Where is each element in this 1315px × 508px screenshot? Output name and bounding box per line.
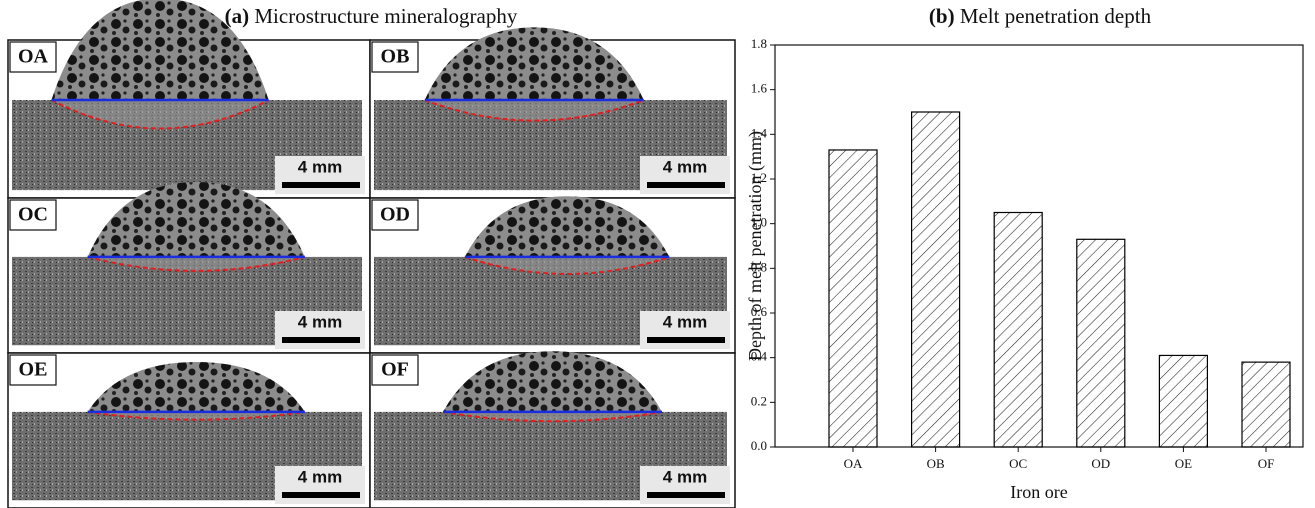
x-tick-label: OD — [1091, 456, 1110, 471]
scale-text: 4 mm — [663, 157, 707, 176]
bar — [993, 211, 1043, 448]
penetration-boundary — [464, 255, 670, 275]
scale-text: 4 mm — [298, 157, 342, 176]
melt-dome — [87, 182, 305, 257]
y-tick-label: 1.2 — [751, 170, 767, 185]
x-tick-label: OF — [1258, 456, 1275, 471]
y-tick-label: 0.0 — [751, 438, 767, 453]
label-box — [371, 199, 419, 231]
scale-bar — [282, 337, 360, 343]
chart-title-text: Melt penetration depth — [960, 4, 1152, 28]
penetration-boundary — [442, 410, 663, 423]
panel-a-title-text: Microstructure mineralography — [254, 4, 517, 28]
micrograph: OD 4 mm — [369, 196, 736, 354]
bar-chart: 0.0 0.2 0.4 0.6 0.8 1.0 1.2 1.4 1.6 1.8 OA OB OC OD OE… — [745, 36, 1304, 502]
bar — [1158, 354, 1209, 448]
chart-tag: (b) — [929, 4, 955, 28]
micrograph-grid: OA 4 mm OB 4 mm OC 4 mm OD 4 mm OE 4 mm OF 4 mm — [7, 0, 736, 508]
label-box — [9, 41, 57, 73]
micrograph: OC 4 mm — [7, 182, 371, 354]
melt-dome — [464, 196, 670, 257]
sample-label: OA — [18, 46, 49, 68]
micrograph: OE 4 mm — [7, 352, 371, 508]
label-box — [9, 199, 57, 231]
micrograph: OA 4 mm — [7, 0, 371, 199]
y-tick-label: 1.8 — [751, 36, 767, 51]
micrograph: OB 4 mm — [369, 27, 736, 199]
melt-dome — [51, 0, 269, 101]
y-tick-label: 1.4 — [751, 125, 768, 140]
label-box — [371, 41, 419, 73]
scale-text: 4 mm — [663, 467, 707, 486]
label-box — [371, 354, 419, 386]
penetration-boundary — [87, 255, 306, 272]
chart-title: (b) Melt penetration depth — [929, 4, 1152, 28]
bar — [1241, 361, 1291, 448]
x-tick-label: OA — [844, 456, 863, 471]
y-tick-label: 0.8 — [751, 259, 767, 274]
penetration-boundary — [50, 99, 270, 130]
y-tick-label: 1.0 — [751, 215, 767, 230]
melt-dome — [424, 27, 644, 101]
x-tick-label: OE — [1175, 456, 1192, 471]
y-tick-label: 1.6 — [751, 81, 768, 96]
x-axis-label: Iron ore — [1010, 482, 1067, 502]
label-box — [9, 354, 57, 386]
y-axis-label: Depth of melt penetration (mm) — [745, 131, 766, 361]
sample-label: OB — [381, 46, 410, 68]
sample-label: OD — [380, 204, 410, 226]
x-tick-label: OB — [927, 456, 945, 471]
sample-label: OF — [381, 359, 409, 381]
panel-a-title: (a) Microstructure mineralography — [225, 4, 518, 28]
y-tick-label: 0.2 — [751, 393, 767, 408]
scale-bar — [647, 337, 725, 343]
sample-label: OC — [18, 204, 48, 226]
scale-bar — [647, 492, 725, 498]
penetration-boundary — [424, 99, 645, 122]
scale-bar — [282, 492, 360, 498]
panel-a-tag: (a) — [225, 4, 250, 28]
scale-bar — [282, 182, 360, 188]
melt-dome — [87, 361, 305, 412]
scale-text: 4 mm — [298, 467, 342, 486]
penetration-boundary — [87, 410, 305, 421]
bar — [828, 149, 878, 448]
x-tick-label: OC — [1009, 456, 1027, 471]
melt-dome — [443, 351, 662, 412]
scale-text: 4 mm — [663, 312, 707, 331]
bar — [1076, 238, 1126, 448]
sample-label: OE — [19, 359, 48, 381]
scale-text: 4 mm — [298, 312, 342, 331]
y-tick-label: 0.4 — [751, 349, 768, 364]
scale-bar — [647, 182, 725, 188]
bar — [910, 111, 961, 448]
micrograph: OF 4 mm — [369, 351, 736, 508]
y-tick-label: 0.6 — [751, 304, 768, 319]
